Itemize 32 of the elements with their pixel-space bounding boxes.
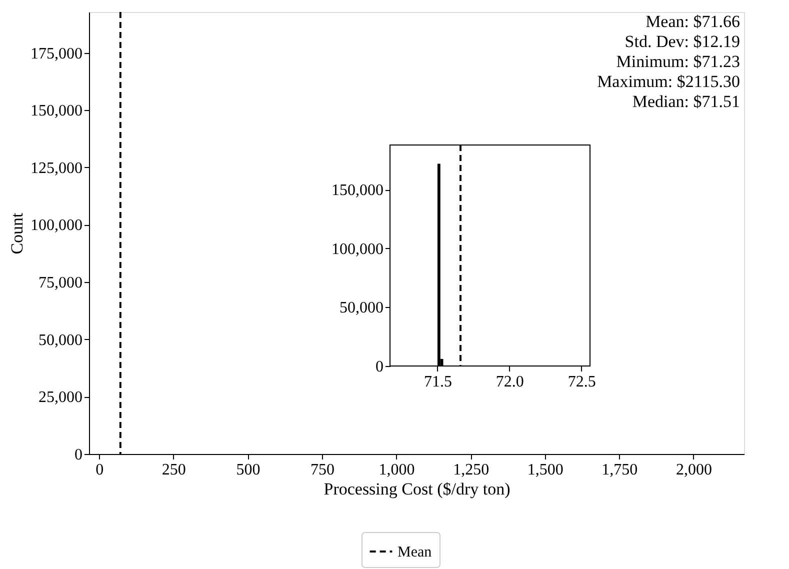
y-tick-label: 150,000 xyxy=(332,182,384,200)
y-tick-label: 175,000 xyxy=(30,45,82,62)
x-tick-label: 1,500 xyxy=(527,462,564,478)
y-tick-label: 50,000 xyxy=(340,300,384,317)
x-tick-label: 1,000 xyxy=(378,462,415,478)
annotation: Median: $71.51 xyxy=(632,92,740,111)
annotation: Mean: $71.66 xyxy=(646,12,740,31)
y-axis-title: Count xyxy=(8,212,26,254)
y-tick-label: 0 xyxy=(376,358,384,376)
x-tick-label: 500 xyxy=(236,462,260,478)
x-tick-label: 750 xyxy=(310,462,334,478)
annotation: Std. Dev: $12.19 xyxy=(624,32,740,51)
x-tick-label: 71.5 xyxy=(424,374,452,390)
y-tick-label: 25,000 xyxy=(38,389,82,406)
x-axis-title: Processing Cost ($/dry ton) xyxy=(324,480,510,498)
annotation: Maximum: $2115.30 xyxy=(597,72,740,91)
x-tick-label: 250 xyxy=(162,462,186,478)
y-tick-label: 0 xyxy=(74,446,82,464)
legend-label: Mean xyxy=(398,544,432,560)
y-tick-label: 100,000 xyxy=(332,240,384,258)
x-tick-label: 0 xyxy=(96,462,104,478)
annotation: Minimum: $71.23 xyxy=(616,52,740,71)
y-tick-label: 100,000 xyxy=(30,217,82,234)
x-tick-label: 2,000 xyxy=(676,462,712,478)
y-tick-label: 125,000 xyxy=(30,160,82,177)
x-tick-label: 72.0 xyxy=(496,374,524,390)
y-tick-label: 50,000 xyxy=(38,332,82,349)
x-tick-label: 1,750 xyxy=(602,462,638,478)
y-tick-label: 75,000 xyxy=(38,274,82,292)
x-tick-label: 72.5 xyxy=(568,374,596,390)
x-tick-label: 1,250 xyxy=(453,462,490,478)
y-tick-label: 150,000 xyxy=(30,102,82,120)
